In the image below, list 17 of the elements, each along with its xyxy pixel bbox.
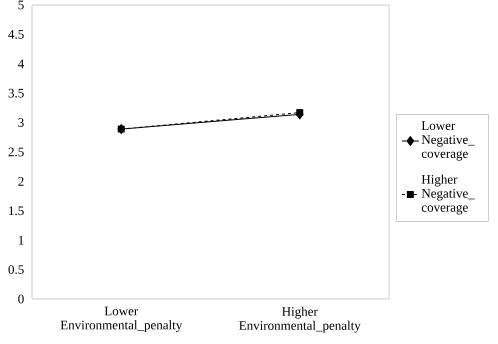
x-tick-label: Lower Environmental_penalty — [60, 306, 182, 332]
point — [296, 109, 304, 116]
y-tick-label: 1.5 — [9, 206, 24, 216]
point — [118, 126, 125, 133]
legend-label: Lower Negative_ coverage — [422, 121, 475, 161]
y-tick-label: 2 — [18, 177, 24, 186]
y-tick-label: 4.5 — [8, 30, 24, 39]
x-tick-label: Higher Environmental_penalty — [239, 306, 361, 333]
y-tick-label: 3 — [18, 118, 24, 127]
legend-label: Higher Negative_ coverage — [422, 174, 475, 214]
y-tick-label: 1 — [18, 236, 24, 244]
y-tick-label: 4 — [18, 60, 24, 68]
y-tick-label: 0.5 — [8, 265, 24, 274]
y-tick-label: 3.5 — [8, 88, 24, 98]
y-tick-label: 2.5 — [8, 148, 24, 156]
y-tick-label: 5 — [18, 0, 24, 10]
y-tick-label: 0 — [18, 294, 24, 304]
